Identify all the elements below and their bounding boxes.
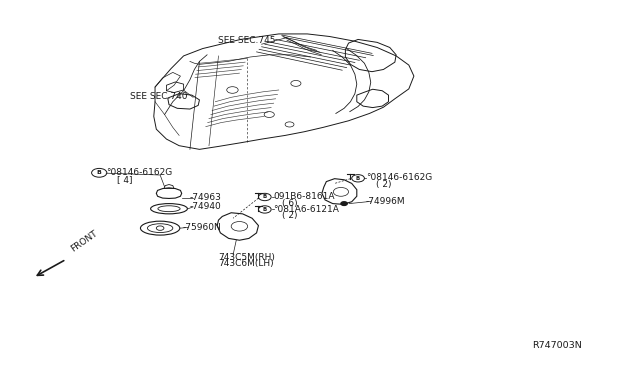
Text: B: B xyxy=(356,176,360,181)
Text: B: B xyxy=(262,207,267,212)
Text: 743C5M(RH): 743C5M(RH) xyxy=(218,253,275,262)
Text: SEE SEC.740: SEE SEC.740 xyxy=(130,92,187,101)
Text: °08146-6162G: °08146-6162G xyxy=(106,167,172,177)
Text: 091B6-8161A: 091B6-8161A xyxy=(273,192,335,201)
Text: -74963: -74963 xyxy=(190,193,222,202)
Text: -74940: -74940 xyxy=(190,202,221,211)
Text: ( 2): ( 2) xyxy=(282,211,298,220)
Text: °08146-6162G: °08146-6162G xyxy=(365,173,432,182)
Text: [ 4]: [ 4] xyxy=(117,175,132,184)
Text: B: B xyxy=(262,195,267,199)
Circle shape xyxy=(341,202,348,205)
Text: 743C6M(LH): 743C6M(LH) xyxy=(218,259,274,268)
Text: °081A6-6121A: °081A6-6121A xyxy=(273,205,339,214)
Text: R747003N: R747003N xyxy=(532,341,582,350)
Text: B: B xyxy=(97,170,102,175)
Text: ( 6): ( 6) xyxy=(282,199,298,208)
Text: FRONT: FRONT xyxy=(69,229,100,254)
Text: SEE SEC.745: SEE SEC.745 xyxy=(218,36,276,45)
Text: -74996M: -74996M xyxy=(365,197,405,206)
Text: -75960N: -75960N xyxy=(182,223,221,232)
Text: ( 2): ( 2) xyxy=(376,180,391,189)
